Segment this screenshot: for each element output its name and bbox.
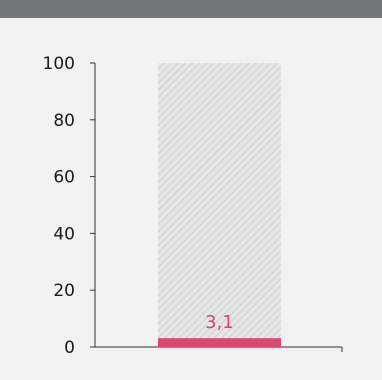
data-label: 3,1 xyxy=(205,312,234,333)
header-bar xyxy=(0,0,382,18)
background-bar xyxy=(158,63,281,347)
y-tick-label-80: 80 xyxy=(53,111,75,131)
y-tick-label-100: 100 xyxy=(43,54,75,74)
y-tick-label-0: 0 xyxy=(64,338,75,358)
data-bar xyxy=(158,338,281,347)
y-tick-label-20: 20 xyxy=(53,281,75,301)
y-tick-label-40: 40 xyxy=(53,224,75,244)
y-tick-label-60: 60 xyxy=(53,168,75,188)
